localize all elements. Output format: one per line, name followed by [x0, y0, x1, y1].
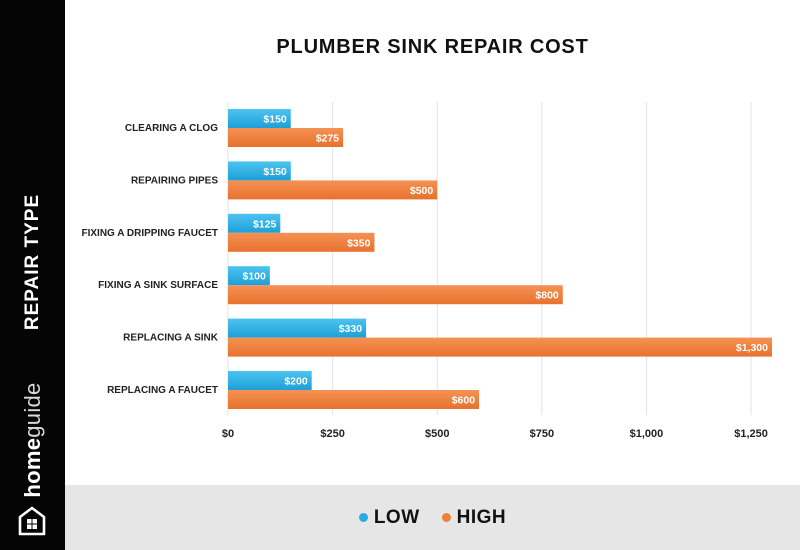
gridlines [227, 102, 752, 415]
bar-value-label: $500 [410, 185, 434, 197]
bar-low [228, 109, 291, 128]
bar-low [228, 371, 312, 390]
legend-item-high: HIGH [441, 506, 507, 529]
bar-value-label: $100 [242, 271, 266, 283]
bar-chart: $150 $275 $150 $500 $125 $350 $100 $800 $330 $1,3… [82, 102, 772, 440]
x-tick-label: $500 [425, 428, 449, 440]
chart-title: PLUMBER SINK REPAIR COST [276, 36, 589, 58]
bar-low [228, 318, 367, 338]
x-tick-label: $250 [320, 428, 344, 440]
x-tick-label: $750 [530, 428, 554, 440]
bar-value-label: $800 [535, 290, 559, 302]
bar-high [228, 180, 438, 200]
category-label: REPAIRING PIPES [131, 175, 218, 186]
bar-high [228, 337, 772, 357]
bar-value-label: $150 [263, 114, 287, 126]
x-tick-label: $1,000 [630, 428, 664, 440]
legend: LOW HIGH [65, 485, 800, 550]
category-labels: CLEARING A CLOG REPAIRING PIPES FIXING A D… [82, 123, 219, 396]
bar-value-label: $600 [452, 395, 476, 407]
legend-label-high: HIGH [456, 506, 507, 528]
bar-low [228, 266, 270, 286]
category-label: FIXING A SINK SURFACE [98, 280, 218, 291]
brand-text-guide: guide [20, 382, 45, 438]
legend-item-low: LOW [358, 506, 420, 529]
bar-value-label: $150 [263, 166, 287, 178]
x-tick-label: $1,250 [734, 428, 768, 440]
bar-high [228, 128, 344, 147]
bar-value-label: $330 [339, 323, 363, 335]
x-tick-label: $0 [222, 428, 234, 440]
bar-value-label: $200 [284, 376, 308, 388]
bar-low [228, 213, 281, 233]
category-label: CLEARING A CLOG [125, 123, 218, 134]
bar-low [228, 161, 291, 181]
bar-high [228, 390, 480, 409]
sidebar: REPAIR TYPE homeguide [0, 0, 65, 550]
bar-value-label: $1,300 [736, 342, 768, 354]
bar-value-label: $350 [347, 237, 371, 249]
category-label: REPLACING A SINK [123, 333, 219, 344]
house-icon [18, 506, 46, 536]
bars: $150 $275 $150 $500 $125 $350 $100 $800 $330 $1,3… [228, 109, 772, 409]
legend-dot-low [358, 513, 368, 522]
category-label: FIXING A DRIPPING FAUCET [82, 228, 219, 239]
legend-label-low: LOW [373, 506, 420, 528]
bar-value-label: $125 [253, 218, 277, 230]
bar-high [228, 285, 563, 305]
brand-text-home: home [20, 437, 45, 498]
brand-logo-text: homeguide [20, 382, 46, 497]
legend-dot-high [441, 513, 451, 522]
bar-value-label: $275 [316, 133, 340, 145]
y-axis-title: REPAIR TYPE [22, 193, 43, 331]
x-axis-ticks: $0 $250 $500 $750 $1,000 $1,250 [222, 428, 768, 440]
category-label: REPLACING A FAUCET [107, 385, 218, 396]
bar-high [228, 232, 375, 252]
